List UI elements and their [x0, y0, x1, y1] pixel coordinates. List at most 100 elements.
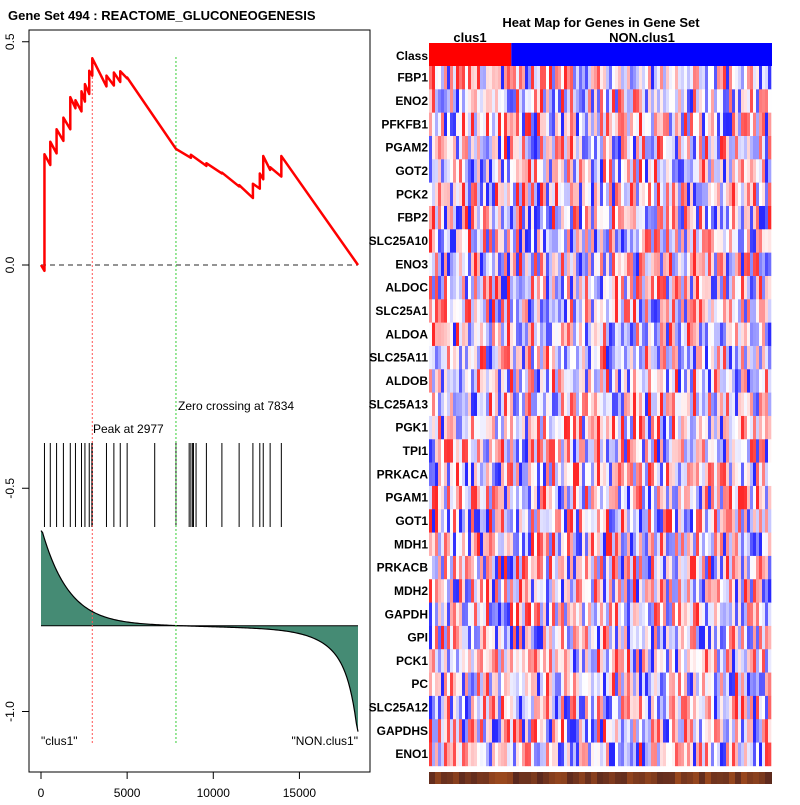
heatmap-cell [750, 182, 754, 207]
heatmap-cell [711, 392, 715, 417]
heatmap-cell [513, 439, 517, 463]
heatmap-cell [714, 509, 718, 533]
heatmap-cell [441, 299, 445, 323]
heatmap-cell [450, 415, 454, 440]
heatmap-cell [489, 66, 493, 90]
heatmap-cell [525, 649, 529, 673]
heatmap-cell [432, 205, 436, 230]
heatmap-cell [639, 112, 643, 137]
heatmap-cell [537, 695, 541, 720]
heatmap-cell [720, 742, 724, 767]
heatmap-cell [456, 89, 460, 113]
heatmap-cell [579, 625, 583, 650]
heatmap-cell [630, 299, 634, 323]
heatmap-cell [441, 66, 445, 90]
heatmap-cell [510, 579, 514, 603]
heatmap-cell [744, 672, 748, 697]
heatmap-cell [627, 229, 631, 253]
heatmap-cell [708, 205, 712, 230]
heatmap-cell [462, 462, 466, 487]
heatmap-cell [618, 579, 622, 603]
heatmap-cell [507, 369, 511, 393]
heatmap-cell [525, 299, 529, 323]
heatmap-cell [612, 66, 616, 90]
heatmap-cell [471, 649, 475, 673]
heatmap-cell [639, 462, 643, 487]
heatmap-cell [459, 579, 463, 603]
heatmap-cell [663, 392, 667, 417]
heatmap-cell [456, 602, 460, 627]
heatmap-cell [675, 229, 679, 253]
heatmap-cell [633, 532, 637, 557]
heatmap-cell [723, 205, 727, 230]
heatmap-cell [615, 66, 619, 90]
heatmap-cell [558, 439, 562, 463]
heatmap-cell [480, 66, 484, 90]
heatmap-cell [735, 415, 739, 440]
heatmap-cell [750, 135, 754, 160]
heatmap-cell [735, 369, 739, 393]
heatmap-cell [459, 112, 463, 137]
heatmap-cell [516, 695, 520, 720]
heatmap-cell [429, 415, 433, 440]
heatmap-cell [561, 602, 565, 627]
heatmap-cell [492, 649, 496, 673]
heatmap-cell [630, 532, 634, 557]
heatmap-cell [522, 66, 526, 90]
heatmap-cell [462, 695, 466, 720]
heatmap-footer-cell [621, 772, 627, 784]
heatmap-cell [450, 252, 454, 277]
heatmap-cell [705, 649, 709, 673]
heatmap-cell [525, 252, 529, 277]
heatmap-cell [567, 509, 571, 533]
heatmap-cell [753, 742, 757, 767]
heatmap-cell [648, 345, 652, 370]
heatmap-cell [480, 159, 484, 183]
heatmap-cell [429, 602, 433, 627]
heatmap-cell [579, 345, 583, 370]
heatmap-cell [513, 369, 517, 393]
heatmap-cell [756, 625, 760, 650]
heatmap-cell [522, 89, 526, 113]
heatmap-cell [582, 555, 586, 580]
heatmap-cell [570, 252, 574, 277]
heatmap-cell [621, 719, 625, 743]
heatmap-cell [606, 252, 610, 277]
heatmap-cell [678, 509, 682, 533]
heatmap-cell [441, 135, 445, 160]
heatmap-cell [642, 66, 646, 90]
heatmap-cell [600, 625, 604, 650]
heatmap-cell [708, 66, 712, 90]
heatmap-cell [684, 322, 688, 347]
heatmap-cell [444, 602, 448, 627]
heatmap-cell [693, 719, 697, 743]
heatmap-cell [723, 229, 727, 253]
heatmap-cell [669, 625, 673, 650]
heatmap-cell [459, 462, 463, 487]
heatmap-cell [597, 509, 601, 533]
heatmap-cell [528, 509, 532, 533]
heatmap-cell [693, 695, 697, 720]
heatmap-cell [672, 159, 676, 183]
heatmap-cell [738, 182, 742, 207]
heatmap-cell [516, 672, 520, 697]
heatmap-cell [594, 719, 598, 743]
heatmap-cell [537, 182, 541, 207]
heatmap-cell [486, 625, 490, 650]
heatmap-cell [489, 602, 493, 627]
heatmap-cell [708, 229, 712, 253]
heatmap-cell [501, 182, 505, 207]
heatmap-cell [723, 602, 727, 627]
heatmap-cell [588, 159, 592, 183]
heatmap-cell [762, 555, 766, 580]
heatmap-cell [567, 532, 571, 557]
heatmap-cell [450, 602, 454, 627]
heatmap-cell [693, 555, 697, 580]
heatmap-cell [759, 462, 763, 487]
heatmap-cell [570, 742, 574, 767]
heatmap-cell [450, 672, 454, 697]
heatmap-cell [678, 555, 682, 580]
heatmap-cell [684, 485, 688, 510]
heatmap-cell [639, 392, 643, 417]
heatmap-cell [702, 579, 706, 603]
